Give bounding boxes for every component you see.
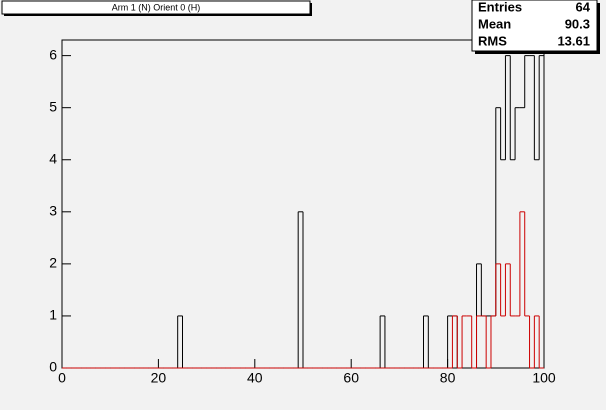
x-tick-label: 40 bbox=[247, 370, 263, 386]
stat-value: 13.61 bbox=[557, 33, 590, 48]
stat-label: Mean bbox=[478, 16, 511, 31]
y-tick-label: 3 bbox=[49, 203, 57, 219]
y-tick-label: 4 bbox=[49, 150, 57, 166]
x-tick-label: 60 bbox=[343, 370, 359, 386]
y-tick-label: 0 bbox=[49, 359, 57, 375]
y-tick-label: 6 bbox=[49, 46, 57, 62]
x-tick-label: 80 bbox=[440, 370, 456, 386]
stat-label: Entries bbox=[478, 0, 522, 14]
x-tick-label: 0 bbox=[58, 370, 66, 386]
x-tick-label: 100 bbox=[532, 370, 556, 386]
y-tick-label: 5 bbox=[49, 98, 57, 114]
y-tick-label: 2 bbox=[49, 255, 57, 271]
x-tick-label: 20 bbox=[151, 370, 167, 386]
stat-label: RMS bbox=[478, 33, 507, 48]
stats-box bbox=[471, 0, 598, 52]
stat-value: 64 bbox=[576, 0, 591, 14]
chart-title: Arm 1 (N) Orient 0 (H) bbox=[112, 2, 201, 12]
title-box bbox=[1, 0, 311, 15]
stat-value: 90.3 bbox=[565, 16, 590, 31]
y-tick-label: 1 bbox=[49, 307, 57, 323]
